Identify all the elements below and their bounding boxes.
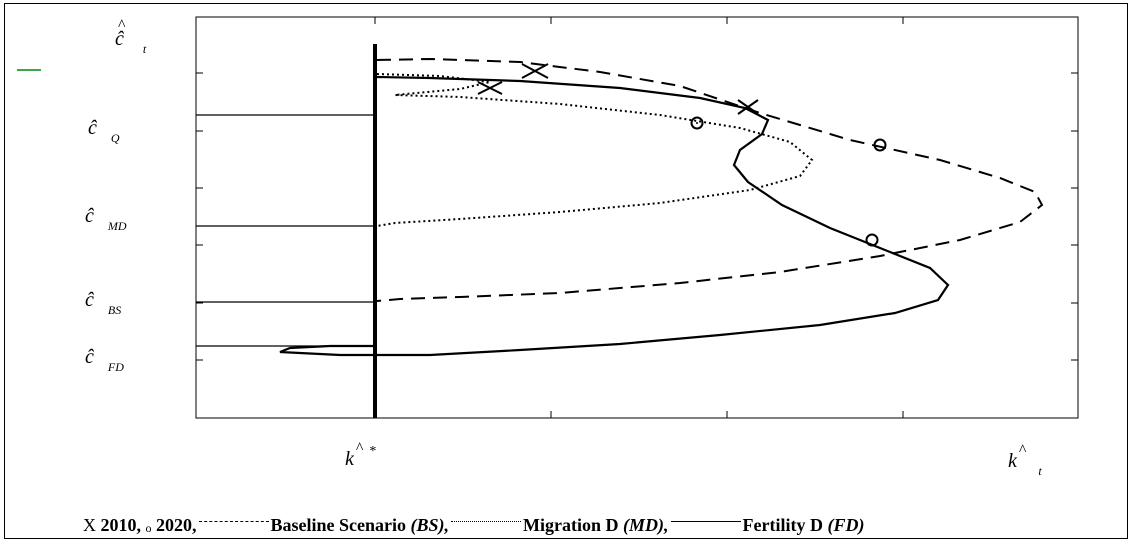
legend-fd-name: Fertility D — [742, 515, 823, 535]
legend-solid-line — [670, 521, 741, 522]
series-baseline-path — [376, 57, 1044, 302]
series-fertility-path — [279, 75, 950, 357]
legend-dotted-line — [451, 521, 522, 522]
legend-2020: 2020, — [156, 515, 197, 535]
legend-fd-abbr: (FD) — [827, 515, 865, 535]
legend-md-name: Migration D — [523, 515, 619, 535]
legend: X 2010, o 2020, Baseline Scenario (BS), … — [83, 515, 864, 536]
marker-o-2020 — [690, 116, 887, 247]
legend-o-symbol: o — [145, 521, 152, 535]
legend-bs-name: Baseline Scenario — [270, 515, 407, 535]
y-label-t-sub: t — [142, 42, 147, 56]
plot-area-border — [195, 16, 1079, 419]
hat-glyph: ^ — [118, 17, 126, 34]
series-migration-path — [376, 73, 814, 227]
axis-ticks — [196, 17, 1078, 418]
green-mark — [17, 69, 41, 71]
x-label-k-t: k ^t — [1008, 442, 1042, 478]
y-level-label-BS: ĉ BS — [85, 289, 122, 317]
y-level-label-MD: ĉ MD — [85, 205, 127, 233]
marker-x-2010 — [477, 63, 759, 115]
figure-frame — [4, 3, 1128, 539]
x-label-k-star: k ^ * — [345, 440, 377, 470]
legend-2010: 2010, — [100, 515, 142, 535]
legend-dashed-line — [198, 521, 269, 522]
legend-bs-abbr: (BS), — [410, 515, 450, 535]
legend-x-symbol: X — [83, 515, 96, 535]
legend-md-abbr: (MD), — [623, 515, 669, 535]
y-level-label-FD: ĉ FD — [85, 346, 124, 374]
y-label-c: ĉ — [115, 28, 124, 50]
y-label-c-t: ^ ĉ t — [115, 17, 146, 56]
